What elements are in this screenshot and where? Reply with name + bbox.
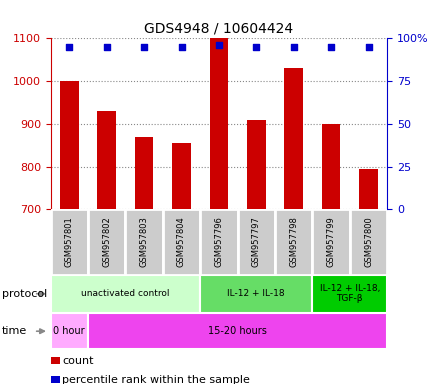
Text: GSM957802: GSM957802 bbox=[102, 217, 111, 267]
Bar bbox=[350, 209, 387, 275]
Bar bbox=[135, 137, 154, 209]
Bar bbox=[51, 209, 88, 275]
Bar bbox=[275, 209, 312, 275]
Bar bbox=[172, 143, 191, 209]
Text: GSM957804: GSM957804 bbox=[177, 217, 186, 267]
Text: GSM957796: GSM957796 bbox=[214, 217, 224, 267]
Text: percentile rank within the sample: percentile rank within the sample bbox=[62, 375, 250, 384]
Text: IL-12 + IL-18: IL-12 + IL-18 bbox=[227, 289, 285, 298]
Text: time: time bbox=[2, 326, 27, 336]
Bar bbox=[125, 209, 163, 275]
Point bbox=[365, 44, 372, 50]
Bar bbox=[51, 275, 200, 313]
Point bbox=[216, 42, 223, 48]
Text: IL-12 + IL-18,
TGF-β: IL-12 + IL-18, TGF-β bbox=[319, 284, 380, 303]
Point bbox=[103, 44, 110, 50]
Bar bbox=[200, 275, 312, 313]
Point bbox=[290, 44, 297, 50]
Bar bbox=[51, 313, 88, 349]
Point bbox=[141, 44, 148, 50]
Bar bbox=[312, 209, 350, 275]
Point bbox=[327, 44, 335, 50]
Bar bbox=[359, 169, 378, 209]
Bar bbox=[200, 209, 238, 275]
Bar bbox=[322, 124, 341, 209]
Text: GSM957800: GSM957800 bbox=[364, 217, 373, 267]
Bar bbox=[88, 313, 387, 349]
Text: GSM957801: GSM957801 bbox=[65, 217, 74, 267]
Title: GDS4948 / 10604424: GDS4948 / 10604424 bbox=[144, 22, 293, 36]
Point bbox=[178, 44, 185, 50]
Text: GSM957798: GSM957798 bbox=[289, 217, 298, 267]
Point bbox=[253, 44, 260, 50]
Text: GSM957803: GSM957803 bbox=[139, 217, 149, 267]
Text: 0 hour: 0 hour bbox=[54, 326, 85, 336]
Point bbox=[66, 44, 73, 50]
Text: 15-20 hours: 15-20 hours bbox=[208, 326, 267, 336]
Bar bbox=[312, 275, 387, 313]
Bar bbox=[247, 119, 266, 209]
Bar bbox=[238, 209, 275, 275]
Text: GSM957797: GSM957797 bbox=[252, 217, 261, 267]
Bar bbox=[209, 38, 228, 209]
Bar bbox=[88, 209, 125, 275]
Text: protocol: protocol bbox=[2, 289, 48, 299]
Bar bbox=[284, 68, 303, 209]
Text: count: count bbox=[62, 356, 94, 366]
Bar bbox=[163, 209, 200, 275]
Text: unactivated control: unactivated control bbox=[81, 289, 170, 298]
Bar bbox=[97, 111, 116, 209]
Bar bbox=[60, 81, 79, 209]
Text: GSM957799: GSM957799 bbox=[326, 217, 336, 267]
